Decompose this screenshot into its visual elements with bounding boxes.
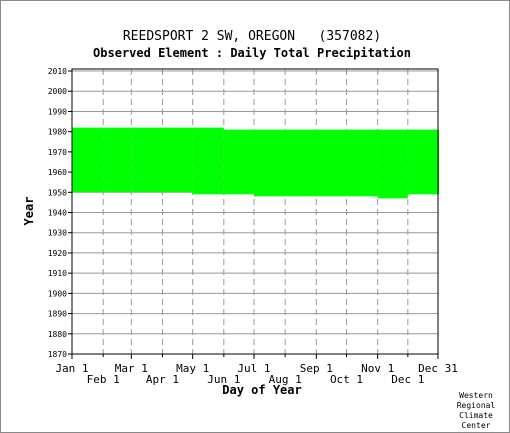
y-tick-label: 1890 — [48, 310, 67, 319]
y-tick-label: 2010 — [48, 67, 67, 76]
y-tick-label: 1940 — [48, 209, 67, 218]
x-tick-label: Jun 1 — [207, 373, 240, 386]
x-tick-label: Oct 1 — [330, 373, 363, 386]
y-tick-label: 1980 — [48, 128, 67, 137]
data-coverage-block — [72, 127, 104, 193]
y-axis-label: Year — [22, 197, 36, 226]
data-coverage-block — [407, 129, 439, 195]
data-coverage-block — [131, 127, 193, 193]
data-coverage-block — [377, 129, 408, 199]
y-tick-label: 1970 — [48, 148, 67, 157]
x-tick-label: Dec 1 — [391, 373, 424, 386]
plot-border — [71, 68, 439, 355]
x-tick-label: Apr 1 — [146, 373, 179, 386]
credit-line-1: Western — [459, 391, 493, 400]
y-tick-label: 1900 — [48, 289, 67, 298]
x-tick-label: Sep 1 — [300, 362, 333, 375]
x-tick-label: Jan 1 — [55, 362, 88, 375]
credit-line-4: Center — [462, 421, 491, 430]
data-coverage-block — [253, 129, 378, 197]
x-tick-label: Mar 1 — [115, 362, 148, 375]
x-tick-label: Feb 1 — [87, 373, 120, 386]
y-tick-label: 1950 — [48, 188, 67, 197]
chart-subtitle: Observed Element : Daily Total Precipita… — [93, 46, 411, 60]
x-tick-label: May 1 — [176, 362, 209, 375]
x-tick-label: Aug 1 — [269, 373, 302, 386]
y-tick-label: 1870 — [48, 350, 67, 359]
y-tick-label: 1880 — [48, 330, 67, 339]
chart-title: REEDSPORT 2 SW, OREGON (357082) — [123, 29, 381, 44]
x-tick-label: Dec 31 — [418, 362, 458, 375]
plot-area: 1870 1880 1890 1900 1910 1920 1930 1940 1950 1960… — [48, 67, 458, 386]
x-tick-label: Jul 1 — [237, 362, 270, 375]
data-coverage-block — [103, 127, 132, 193]
x-tick-label: Nov 1 — [361, 362, 394, 375]
y-tick-label: 1930 — [48, 229, 67, 238]
y-tick-label: 1990 — [48, 107, 67, 116]
y-tick-label: 2000 — [48, 87, 67, 96]
y-tick-label: 1910 — [48, 269, 67, 278]
data-coverage-block — [192, 127, 224, 195]
credit-line-3: Climate — [459, 411, 493, 420]
data-coverage-block — [223, 129, 254, 195]
y-tick-label: 1920 — [48, 249, 67, 258]
x-axis-label: Day of Year — [222, 383, 301, 397]
y-tick-label: 1960 — [48, 168, 67, 177]
credit-line-2: Regional — [457, 401, 496, 410]
